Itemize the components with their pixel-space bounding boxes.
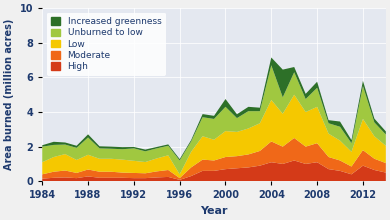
Y-axis label: Area burned (million acres): Area burned (million acres) bbox=[4, 19, 14, 170]
X-axis label: Year: Year bbox=[200, 206, 228, 216]
Legend: Increased greenness, Unburned to low, Low, Moderate, High: Increased greenness, Unburned to low, Lo… bbox=[47, 13, 166, 76]
